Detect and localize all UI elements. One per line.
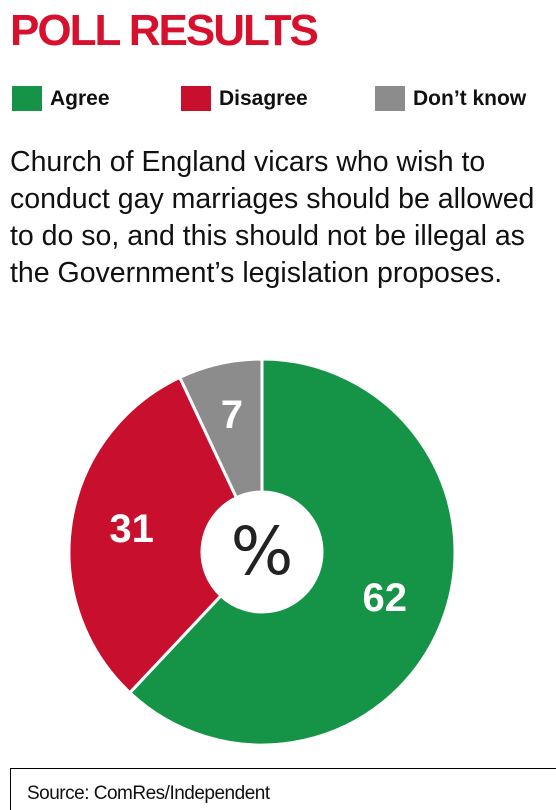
question-text: Church of England vicars who wish to con… — [10, 146, 535, 289]
legend-item: Don’t know — [375, 86, 526, 111]
source: Source: ComRes/Independent — [27, 783, 270, 804]
legend-swatch — [375, 86, 405, 111]
slice — [127, 357, 457, 747]
legend-swatch — [181, 86, 211, 111]
slice — [177, 357, 264, 500]
center-label: % — [231, 513, 294, 590]
slice — [67, 375, 239, 695]
chart-title: POLL RESULTS — [10, 6, 319, 55]
legend: Agree Disagree Don’t know — [0, 86, 556, 116]
source-box: Source: ComRes/Independent — [10, 768, 556, 810]
value-label: 7 — [221, 393, 243, 437]
center-hole — [204, 494, 320, 610]
legend-label: Don’t know — [413, 86, 527, 110]
legend-item: Agree — [12, 86, 110, 111]
legend-swatch — [12, 86, 42, 111]
legend-label: Disagree — [219, 86, 308, 110]
value-label: 62 — [362, 576, 407, 620]
legend-item: Disagree — [181, 86, 308, 111]
legend-label: Agree — [50, 86, 110, 110]
value-label: 31 — [109, 507, 154, 551]
